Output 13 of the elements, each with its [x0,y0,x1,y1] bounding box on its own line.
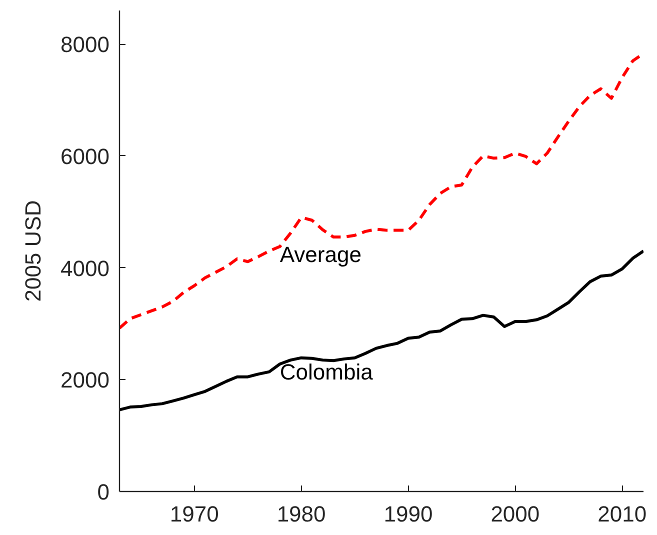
series-label: Average [280,242,362,268]
x-tick-label: 2000 [490,502,540,526]
x-tick-label: 1970 [170,502,219,526]
y-tick-label: 6000 [60,144,110,169]
y-tick-label: 8000 [60,32,110,58]
x-tick-label: 1990 [384,502,433,526]
series-label: Colombia [280,359,374,384]
y-axis-title: 2005 USD [20,200,46,302]
y-tick-label: 2000 [60,368,110,393]
x-tick-label: 1980 [276,502,326,526]
x-tick-label: 2010 [598,502,647,526]
y-tick-label: 0 [97,480,110,504]
y-tick-label: 4000 [60,256,110,281]
